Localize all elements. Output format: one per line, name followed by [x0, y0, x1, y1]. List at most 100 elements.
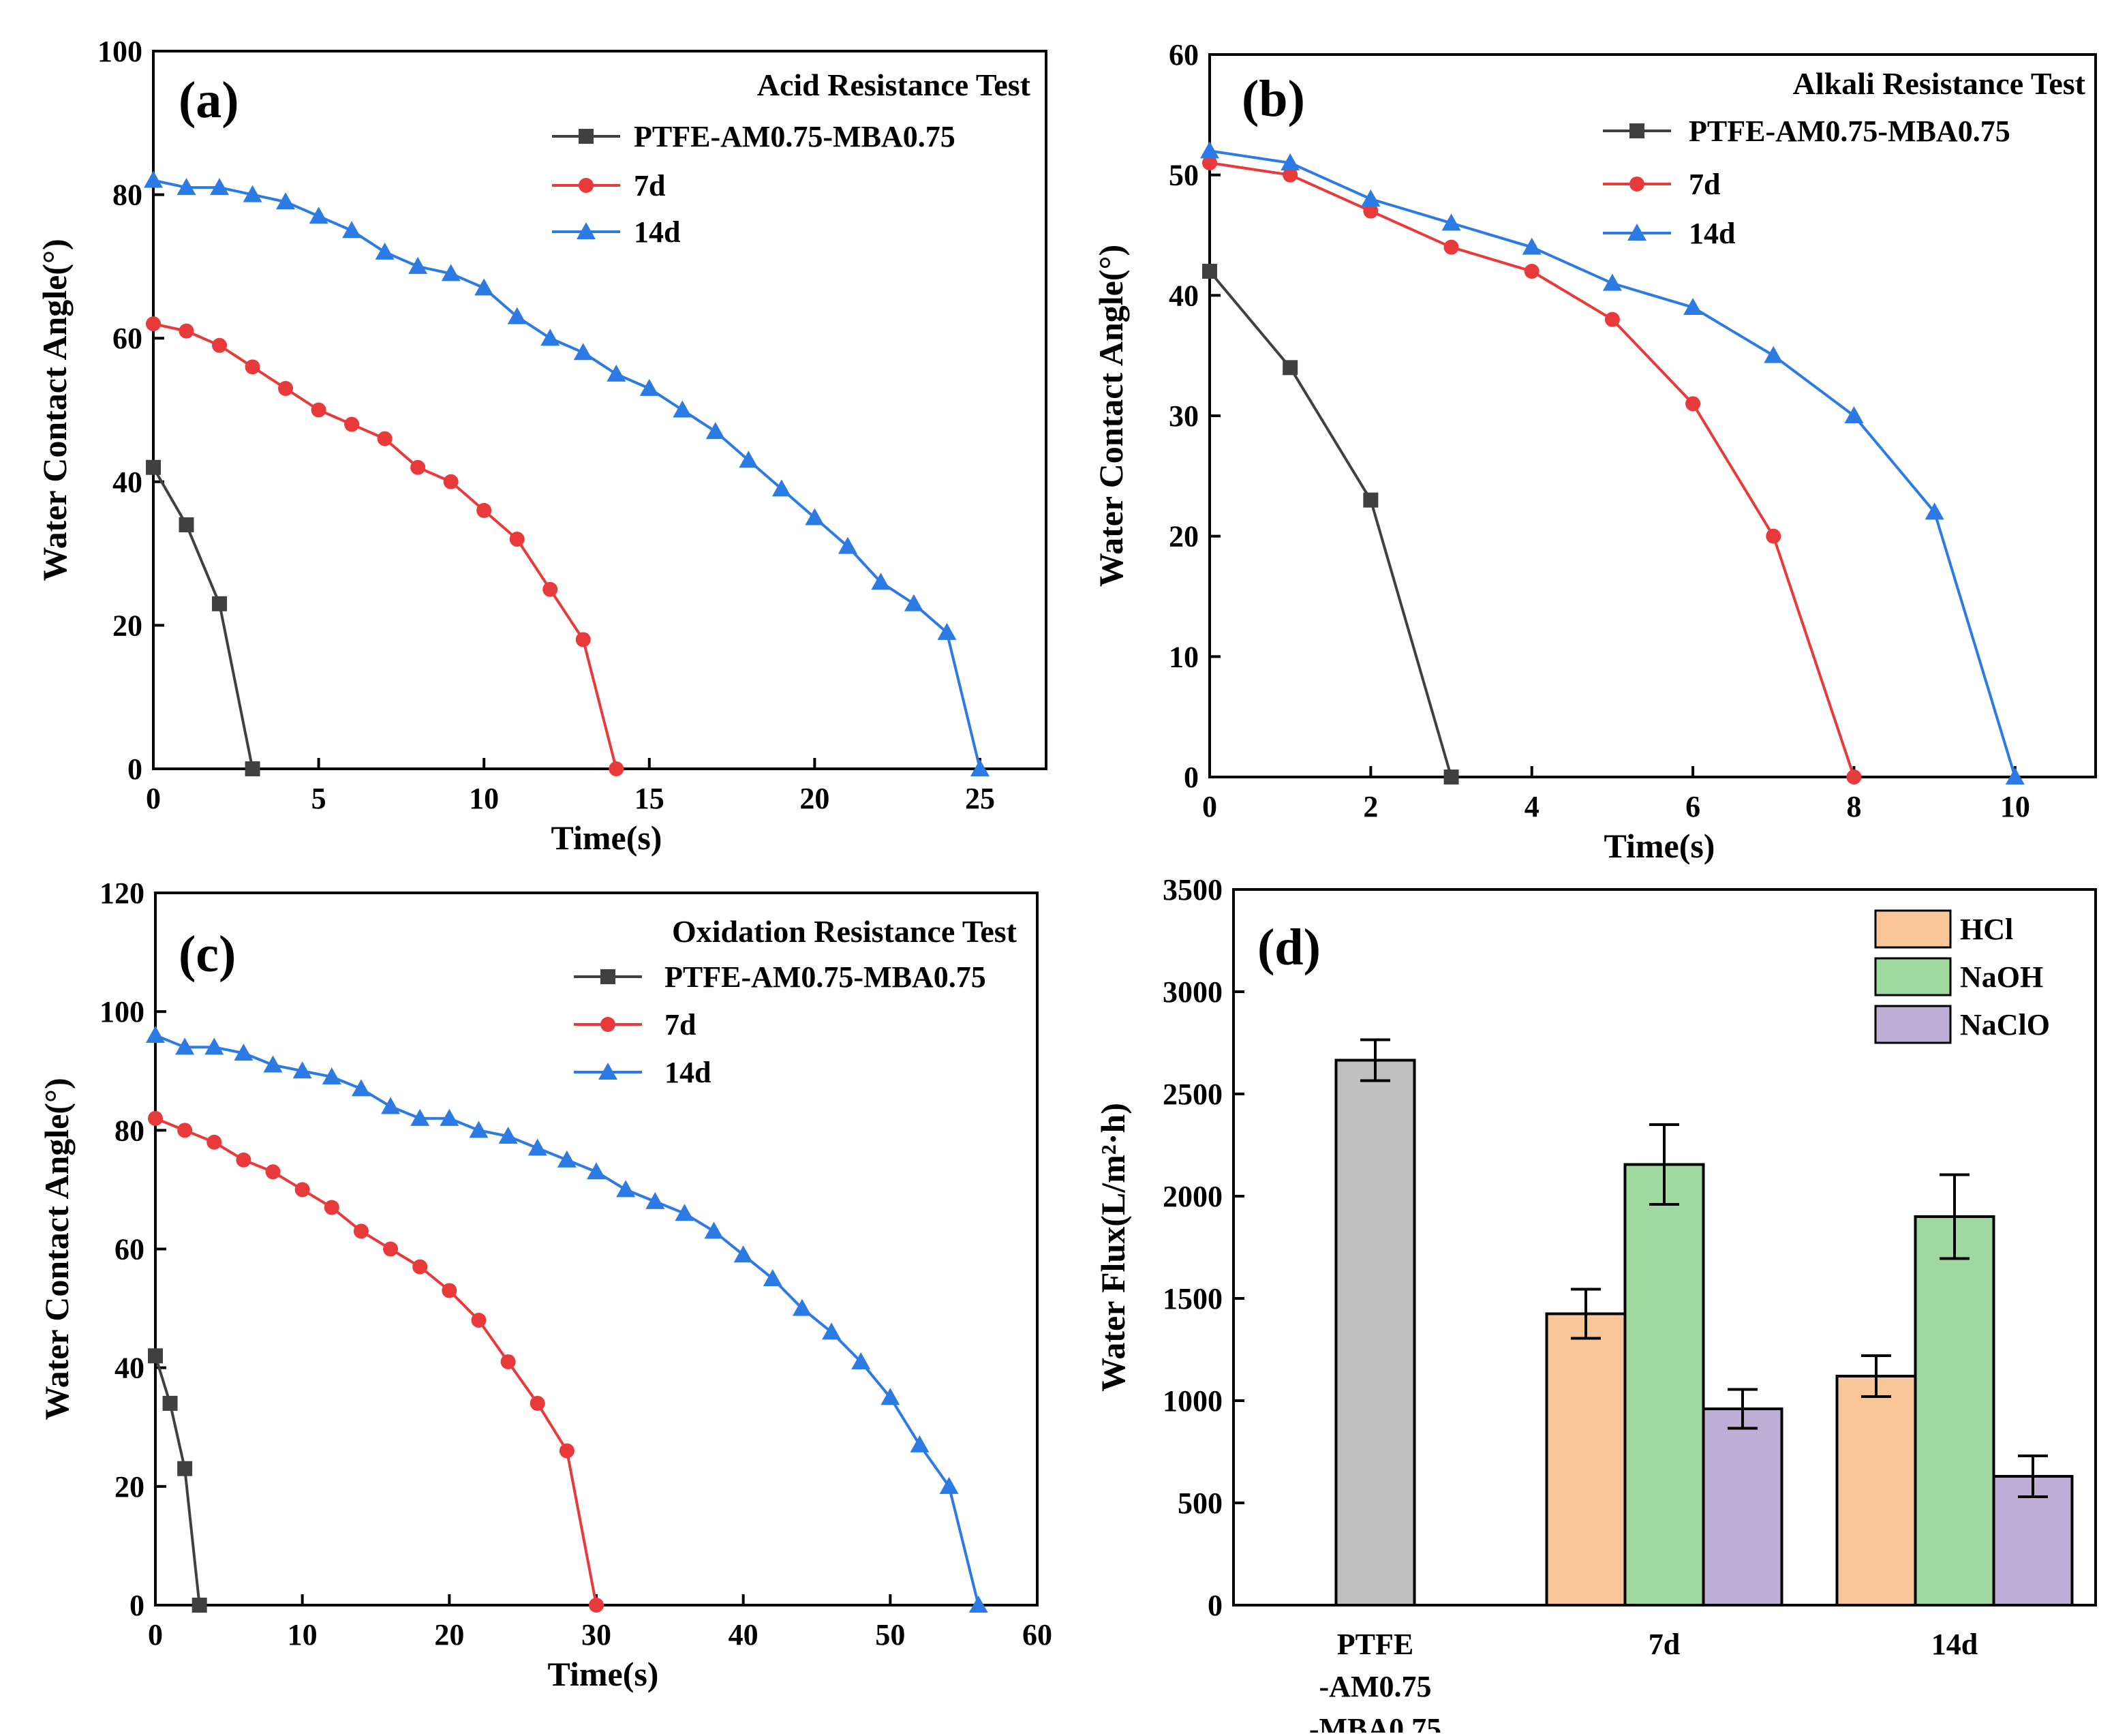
x-tick-label: 25 — [965, 782, 995, 815]
series-7d — [1202, 155, 1862, 785]
data-point — [192, 1598, 207, 1613]
data-point — [1200, 141, 1219, 159]
bar-NaClO — [1702, 1407, 1783, 1606]
data-point — [276, 192, 296, 210]
data-point — [179, 517, 194, 532]
bar-NaOH — [1623, 1163, 1705, 1606]
data-point — [375, 242, 395, 260]
data-point — [904, 594, 923, 611]
data-point — [1363, 492, 1379, 508]
x-category-label: 7d — [1649, 1628, 1680, 1661]
data-point — [673, 400, 692, 418]
data-point — [179, 323, 194, 339]
data-point — [675, 1204, 694, 1221]
series-7d — [148, 1110, 604, 1613]
y-tick-label: 20 — [112, 609, 142, 642]
x-tick-label: 20 — [434, 1618, 464, 1651]
data-point — [1283, 360, 1298, 376]
data-point — [474, 278, 494, 296]
x-tick-label: 50 — [875, 1618, 905, 1651]
data-point — [212, 596, 228, 611]
y-tick-label: 60 — [1169, 38, 1199, 72]
panel-a: 0 5 10 15 20 25 0 20 40 60 80 100 Time(s) Water Conta… — [35, 35, 1047, 857]
data-point — [1925, 502, 1944, 520]
legend-item: 7d — [1603, 168, 1720, 201]
data-point — [344, 416, 360, 432]
y-tick-label: 80 — [112, 179, 142, 212]
legend-item: 14d — [574, 1056, 711, 1089]
y-tick-label: 120 — [99, 877, 144, 910]
data-point — [968, 1596, 988, 1613]
bar-NaOH — [1914, 1215, 1995, 1606]
data-point — [383, 1241, 399, 1257]
data-point — [763, 1269, 782, 1287]
y-tick-label: 10 — [1169, 640, 1199, 673]
legend-marker — [1629, 123, 1644, 138]
legend-item: NaOH — [1874, 957, 2043, 996]
legend-label: 14d — [664, 1056, 711, 1089]
plot-frame — [152, 50, 1047, 770]
data-point — [1766, 528, 1781, 544]
x-tick-label: 5 — [311, 782, 326, 815]
legend-item: PTFE-AM0.75-MBA0.75 — [1603, 115, 2010, 148]
x-tick-label: 0 — [146, 782, 161, 815]
data-point — [245, 761, 260, 776]
data-point — [575, 632, 591, 648]
legend-item: 14d — [552, 215, 680, 249]
data-point — [509, 532, 525, 547]
data-point — [939, 1476, 959, 1494]
y-tick-label: 2000 — [1163, 1180, 1223, 1213]
data-point — [507, 307, 527, 324]
data-point — [443, 474, 459, 489]
legend-marker — [577, 222, 596, 239]
panel-c: 0 10 20 30 40 50 60 0 20 40 60 80 100 120 Time(s) Water… — [37, 877, 1052, 1693]
data-point — [441, 264, 461, 281]
y-tick-label: 3500 — [1163, 873, 1223, 907]
x-tick-label: 10 — [288, 1618, 318, 1651]
legend-marker — [600, 1017, 615, 1032]
data-point — [148, 1110, 163, 1126]
y-tick-label: 0 — [1184, 761, 1199, 794]
y-tick-label: 1000 — [1163, 1384, 1223, 1418]
plot-frame — [1208, 53, 2097, 778]
data-point — [937, 622, 957, 640]
x-tick-label: 10 — [2000, 790, 2030, 823]
series-14d — [144, 170, 990, 776]
y-tick-label: 50 — [1169, 159, 1199, 192]
legend-label: 7d — [634, 169, 665, 202]
y-axis-title: Water Flux(L/m²·h) — [1094, 1103, 1132, 1392]
data-point — [1844, 406, 1864, 423]
legend-marker — [1629, 177, 1644, 192]
data-point — [1361, 189, 1381, 207]
data-point — [476, 502, 492, 518]
x-category-label: PTFE — [1337, 1628, 1413, 1661]
series-line — [154, 1355, 201, 1606]
series-line — [155, 1117, 598, 1606]
series-14d — [146, 1026, 988, 1613]
series-line — [1208, 270, 1453, 778]
legend-marker — [598, 1063, 617, 1080]
y-axis-title: Water Contact Angle(°) — [37, 1078, 76, 1420]
data-point — [243, 185, 262, 202]
y-tick-label: 40 — [112, 466, 142, 499]
x-tick-label: 2 — [1363, 790, 1378, 823]
data-point — [970, 759, 990, 776]
data-point — [851, 1352, 871, 1369]
data-point — [175, 1037, 195, 1055]
data-point — [705, 422, 725, 440]
x-tick-label: 0 — [1202, 790, 1217, 823]
data-point — [527, 1138, 547, 1156]
panel-label: (d) — [1257, 919, 1321, 976]
y-tick-label: 80 — [114, 1114, 144, 1147]
data-point — [234, 1044, 254, 1061]
data-point — [412, 1259, 428, 1275]
panel-d: 0 500 1000 1500 2000 2500 3000 3500 Water Flux(L… — [1094, 873, 2097, 1736]
data-point — [410, 459, 426, 475]
series-line — [153, 179, 981, 770]
y-tick-label: 60 — [114, 1233, 144, 1266]
x-tick-label: 30 — [581, 1618, 611, 1651]
legend-item: HCl — [1874, 909, 2013, 949]
series-PTFE-AM0.75-MBA0.75 — [146, 459, 260, 776]
x-axis-title: Time(s) — [551, 819, 662, 857]
